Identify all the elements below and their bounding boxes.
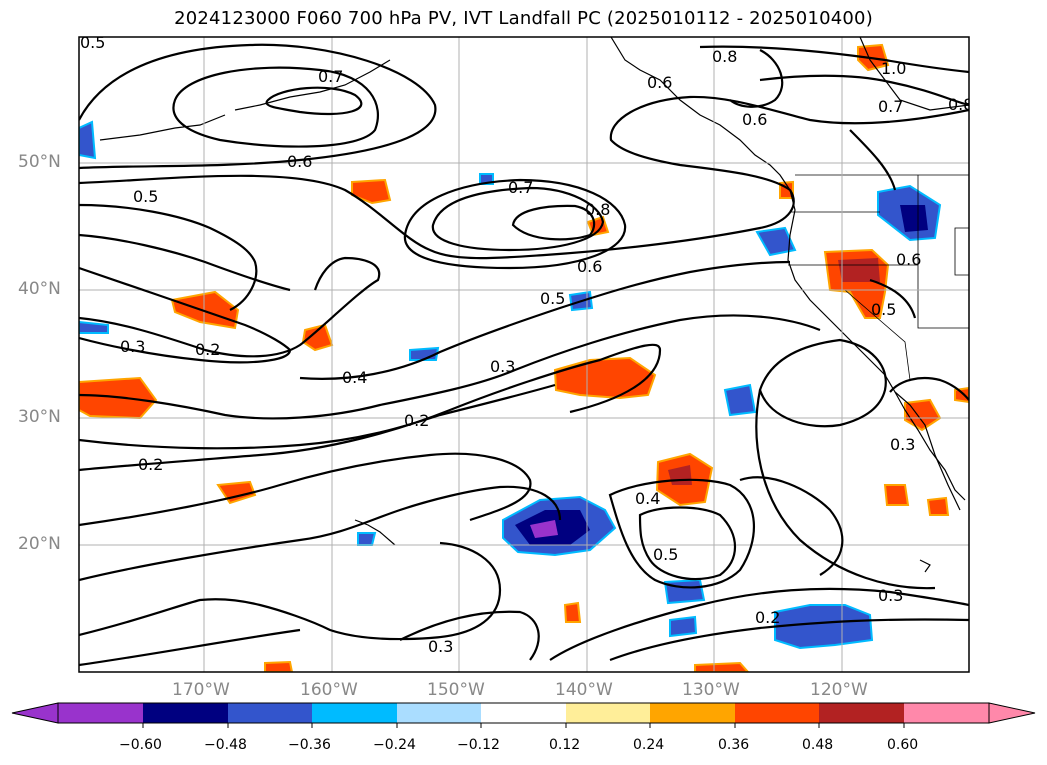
colorbar-segment xyxy=(481,703,566,723)
plot-title: 2024123000 F060 700 hPa PV, IVT Landfall… xyxy=(174,8,873,29)
contour-label: 0.6 xyxy=(647,73,672,92)
colorbar-segment xyxy=(58,703,143,723)
anomaly-positive xyxy=(351,178,392,205)
contour-label: 0.8 xyxy=(712,47,737,66)
colorbar xyxy=(11,702,1036,728)
contour-label: 0.5 xyxy=(80,33,105,52)
anomaly-negative xyxy=(669,615,698,638)
contour-label: 0.7 xyxy=(878,97,903,116)
contour-label: 0.3 xyxy=(428,637,453,656)
colorbar-tick-label: −0.12 xyxy=(457,737,500,753)
anomaly-core xyxy=(530,520,558,538)
anomaly-positive xyxy=(170,290,240,330)
map-area: 0.5 0.7 0.8 0.6 1.0 0.7 0.8 0.6 0.6 0.5 … xyxy=(79,33,973,672)
contour-label: 0.6 xyxy=(742,110,767,129)
anomaly-positive xyxy=(264,660,294,672)
contour-label: 0.4 xyxy=(635,489,660,508)
colorbar-segment xyxy=(143,703,228,723)
anomaly-core xyxy=(900,205,928,232)
colorbar-segment xyxy=(566,703,650,723)
contour-label: 0.6 xyxy=(577,257,602,276)
coastlines xyxy=(99,37,969,573)
contour-label: 0.6 xyxy=(287,152,312,171)
anomaly-core xyxy=(838,258,880,282)
anomaly-negative xyxy=(79,120,97,160)
contour-label: 0.8 xyxy=(585,200,610,219)
colorbar-tick-label: −0.24 xyxy=(373,737,416,753)
contour-label: 0.6 xyxy=(896,250,921,269)
lon-label: 120°W xyxy=(810,680,868,700)
anomaly-negative xyxy=(663,578,706,605)
contour-label: 0.3 xyxy=(890,435,915,454)
contour-label: 0.2 xyxy=(195,340,220,359)
lon-label: 170°W xyxy=(172,680,230,700)
state-borders xyxy=(788,174,969,381)
anomaly-negative xyxy=(723,383,757,417)
colorbar-tick-label: 0.12 xyxy=(549,737,581,753)
colorbar-segment xyxy=(228,703,312,723)
contour-label: 0.2 xyxy=(755,608,780,627)
colorbar-tick-label: 0.60 xyxy=(887,737,919,753)
anomaly-positive xyxy=(694,661,750,672)
colorbar-segment xyxy=(397,703,481,723)
contour-label: 0.5 xyxy=(133,187,158,206)
contour-label: 0.5 xyxy=(540,289,565,308)
colorbar-tick-label: 0.48 xyxy=(802,737,834,753)
colorbar-tick-label: −0.36 xyxy=(288,737,331,753)
anomaly-positive xyxy=(954,386,969,404)
lon-label: 160°W xyxy=(300,680,358,700)
shaded-anomalies xyxy=(79,43,969,672)
lat-label: 50°N xyxy=(18,152,61,172)
anomaly-negative xyxy=(357,532,377,546)
contour-label: 0.4 xyxy=(342,368,367,387)
contour-label: 0.7 xyxy=(318,67,343,86)
contour-label: 0.3 xyxy=(878,586,903,605)
colorbar-arrow-high xyxy=(988,702,1036,724)
anomaly-negative xyxy=(774,604,874,650)
anomaly-positive xyxy=(883,484,910,506)
colorbar-segment xyxy=(735,703,819,723)
contour-label: 1.0 xyxy=(881,59,906,78)
colorbar-tick-label: −0.60 xyxy=(119,737,162,753)
colorbar-segment xyxy=(819,703,904,723)
contour-label: 0.7 xyxy=(508,178,533,197)
lon-label: 130°W xyxy=(682,680,740,700)
gridlines xyxy=(79,37,969,672)
colorbar-segment xyxy=(312,703,397,723)
anomaly-positive xyxy=(563,601,582,623)
contour-label: 0.5 xyxy=(653,545,678,564)
contour-label: 0.2 xyxy=(404,411,429,430)
contour-label: 0.8 xyxy=(948,95,973,114)
lon-label: 140°W xyxy=(555,680,613,700)
colorbar-segment xyxy=(904,703,989,723)
lat-label: 40°N xyxy=(18,279,61,299)
anomaly-positive xyxy=(926,496,950,516)
contour-label: 0.3 xyxy=(490,357,515,376)
lat-label: 20°N xyxy=(18,534,61,554)
colorbar-tick-label: −0.48 xyxy=(204,737,247,753)
colorbar-segment xyxy=(650,703,735,723)
lat-label: 30°N xyxy=(18,407,61,427)
contour-label: 0.3 xyxy=(120,337,145,356)
contour-label: 0.5 xyxy=(871,300,896,319)
contour-label: 0.2 xyxy=(138,455,163,474)
colorbar-arrow-low xyxy=(11,702,59,724)
anomaly-negative xyxy=(755,226,797,257)
map-frame xyxy=(78,36,970,673)
colorbar-tick-label: 0.36 xyxy=(718,737,750,753)
pv-contours xyxy=(79,43,969,667)
lon-label: 150°W xyxy=(427,680,485,700)
colorbar-tick-label: 0.24 xyxy=(633,737,665,753)
anomaly-negative xyxy=(79,320,109,334)
